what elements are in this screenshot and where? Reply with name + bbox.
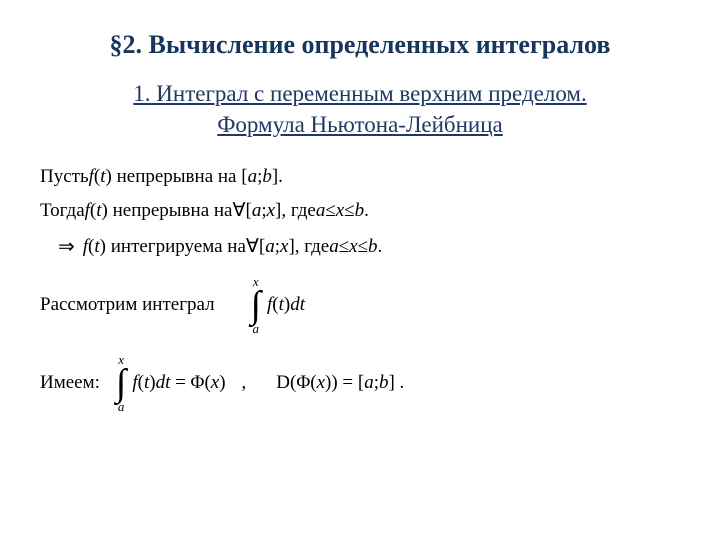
- integral-expression-1: x ∫ a f(t)dt: [251, 275, 305, 335]
- math-b: b: [355, 196, 365, 226]
- integral-expression-2: x ∫ a f(t)dt = Φ(x): [116, 353, 226, 413]
- text: )) = [: [325, 372, 364, 393]
- integral-symbol: ∫: [251, 288, 261, 322]
- text: ) непрерывна на [: [106, 162, 248, 192]
- math-a: a: [329, 232, 339, 262]
- text: D(Φ(: [276, 372, 316, 393]
- text: ] .: [388, 372, 404, 393]
- math-a: a: [364, 372, 374, 393]
- math-x: x: [349, 232, 357, 262]
- text: ], где: [288, 232, 329, 262]
- math-a: a: [316, 196, 326, 226]
- math-x: x: [267, 196, 275, 226]
- text: ≤: [325, 196, 335, 226]
- text: ].: [272, 162, 283, 192]
- forall-symbol: ∀: [246, 232, 259, 262]
- integral-sign: x ∫ a: [251, 275, 261, 335]
- text: ≤: [358, 232, 368, 262]
- slide-page: §2. Вычисление определенных интегралов 1…: [0, 0, 720, 540]
- subtitle-line-2: Формула Ньютона-Лейбница: [217, 112, 503, 137]
- paragraph-line-2: Тогда f ( t ) непрерывна на ∀ [ a ; x ],…: [40, 196, 680, 226]
- math-x: x: [336, 196, 344, 226]
- math-a: a: [252, 196, 262, 226]
- paragraph-line-5: Имеем: x ∫ a f(t)dt = Φ(x) , D(Φ(x)) = […: [40, 353, 680, 413]
- integral-lower-limit: a: [118, 400, 125, 413]
- math-x: x: [317, 372, 325, 393]
- integral-symbol: ∫: [116, 366, 126, 400]
- body: Пусть f ( t ) непрерывна на [ a ; b ]. Т…: [40, 162, 680, 413]
- text: Имеем:: [40, 368, 100, 398]
- text: ) интегрируема на: [100, 232, 246, 262]
- subsection-title: 1. Интеграл с переменным верхним предело…: [40, 78, 680, 140]
- text: .: [364, 196, 369, 226]
- section-title: §2. Вычисление определенных интегралов: [40, 30, 680, 60]
- text: ) непрерывна на: [102, 196, 233, 226]
- math-b: b: [368, 232, 378, 262]
- text: .: [378, 232, 383, 262]
- text: ≤: [344, 196, 354, 226]
- domain-expression: D(Φ(x)) = [a;b] .: [276, 368, 404, 398]
- subtitle-line-1: 1. Интеграл с переменным верхним предело…: [133, 81, 586, 106]
- math-a: a: [265, 232, 275, 262]
- text: ≤: [339, 232, 349, 262]
- integrand: f(t)dt = Φ(x): [132, 368, 225, 398]
- text: Рассмотрим интеграл: [40, 290, 215, 320]
- math-x: x: [211, 372, 219, 393]
- integrand: f(t)dt: [267, 290, 305, 320]
- math-d: d: [156, 372, 166, 393]
- paragraph-line-4: Рассмотрим интеграл x ∫ a f(t)dt: [40, 275, 680, 335]
- paragraph-line-1: Пусть f ( t ) непрерывна на [ a ; b ].: [40, 162, 680, 192]
- paragraph-line-3: ⇒ f ( t ) интегрируема на ∀ [ a ; x ], г…: [40, 231, 680, 263]
- text: Тогда: [40, 196, 85, 226]
- text: ,: [242, 368, 247, 398]
- math-b: b: [262, 162, 272, 192]
- integral-lower-limit: a: [253, 322, 260, 335]
- text: = Φ(: [170, 372, 210, 393]
- math-x: x: [280, 232, 288, 262]
- math-a: a: [248, 162, 258, 192]
- math-d: d: [290, 294, 300, 315]
- text: ): [219, 372, 225, 393]
- math-t: t: [300, 294, 305, 315]
- text: Пусть: [40, 162, 89, 192]
- text: ], где: [275, 196, 316, 226]
- implies-symbol: ⇒: [58, 231, 75, 263]
- forall-symbol: ∀: [232, 196, 245, 226]
- integral-sign: x ∫ a: [116, 353, 126, 413]
